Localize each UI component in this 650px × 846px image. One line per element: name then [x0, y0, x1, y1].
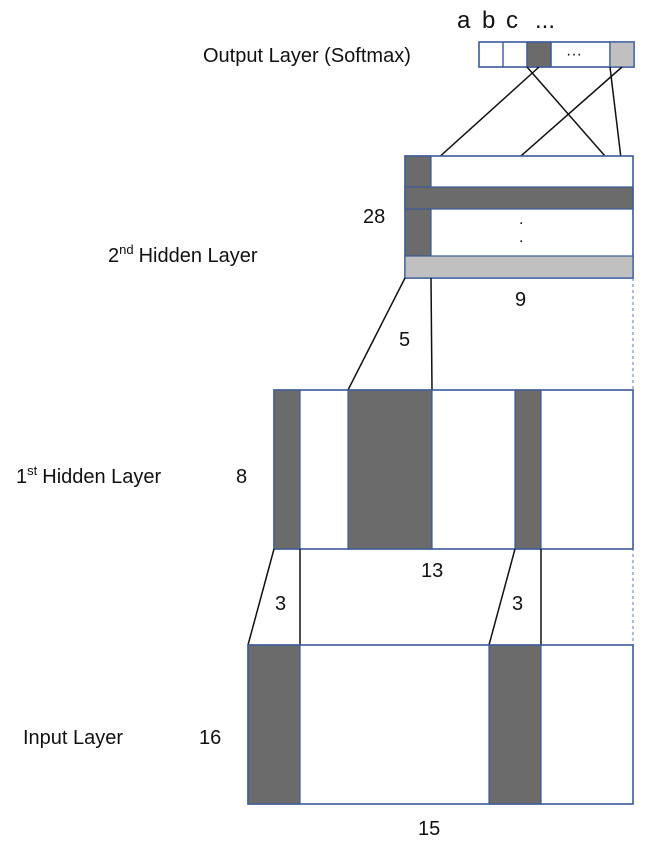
kernel-line — [488, 548, 516, 646]
hidden-layer-1-left-highlight — [273, 389, 301, 550]
hidden-layer-1-width-label: 13 — [421, 560, 443, 582]
hidden-layer-2-width-label: 9 — [515, 289, 526, 311]
output-cells-ellipsis: ··· — [566, 46, 582, 63]
hidden-layer-2: 2nd Hidden Layer 28 9 . . — [108, 155, 634, 311]
output-vector — [478, 41, 635, 68]
hidden-layer-1-feature-map — [273, 389, 634, 550]
output-letter-c: c — [506, 7, 518, 34]
kernel-size-label-5: 5 — [399, 329, 410, 351]
kernel-size-label-3-right: 3 — [512, 593, 523, 615]
hidden-layer-1-kernel-region — [347, 389, 433, 550]
kernel-line — [430, 277, 433, 391]
hidden1-to-input-connections: 3 3 — [247, 548, 542, 646]
hidden-layer-1-label: 1st Hidden Layer — [16, 463, 162, 488]
vertical-dot: . — [519, 211, 523, 228]
input-layer-height-label: 16 — [199, 727, 221, 749]
hidden-layer-2-last-row-highlight — [404, 255, 634, 279]
output-layer-label: Output Layer (Softmax) — [203, 45, 411, 67]
input-right-kernel-region — [488, 644, 542, 805]
input-layer: Input Layer 16 15 — [23, 644, 634, 840]
hidden-layer-1: 1st Hidden Layer 8 13 — [16, 389, 634, 582]
vertical-dot: . — [519, 229, 523, 246]
kernel-line — [347, 277, 406, 391]
hidden-layer-1-height-label: 8 — [236, 466, 247, 488]
kernel-line — [247, 548, 275, 646]
hidden-layer-2-row-highlight — [404, 186, 634, 210]
kernel-size-label-3-left: 3 — [275, 593, 286, 615]
output-letter-ellipsis: ... — [535, 7, 555, 34]
input-feature-map — [247, 644, 634, 805]
hidden-layer-1-right-highlight — [514, 389, 542, 550]
hidden-layer-2-height-label: 28 — [363, 206, 385, 228]
input-layer-label: Input Layer — [23, 727, 123, 749]
hidden2-to-hidden1-connections: 5 — [347, 277, 433, 391]
input-layer-width-label: 15 — [418, 818, 440, 840]
output-layer: Output Layer (Softmax) a b c ... ··· — [203, 7, 635, 68]
output-letter-b: b — [482, 7, 495, 34]
output-cell-last-highlight — [609, 41, 635, 68]
output-cell-c-highlight — [526, 41, 552, 68]
input-left-kernel-region — [247, 644, 301, 805]
hidden-layer-2-label: 2nd Hidden Layer — [108, 242, 258, 267]
output-letter-a: a — [457, 7, 471, 34]
